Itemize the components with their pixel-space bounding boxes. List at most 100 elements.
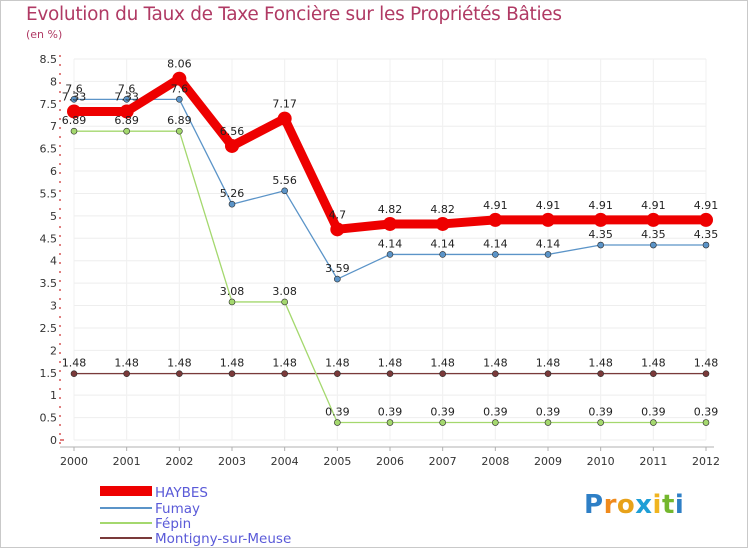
y-tick-label: 7 bbox=[50, 120, 57, 133]
data-label: 6.89 bbox=[114, 114, 139, 127]
data-label: 0.39 bbox=[430, 406, 455, 419]
data-point bbox=[544, 251, 552, 258]
data-label: 1.48 bbox=[114, 357, 139, 370]
chart-title: Evolution du Taux de Taxe Foncière sur l… bbox=[26, 4, 562, 25]
data-label: 4.91 bbox=[536, 199, 561, 212]
data-point bbox=[123, 370, 130, 377]
y-tick-label: 6 bbox=[50, 165, 57, 178]
data-point bbox=[281, 298, 288, 306]
data-point bbox=[123, 127, 130, 135]
data-label: 0.39 bbox=[694, 406, 719, 419]
logo-letter: r bbox=[603, 490, 617, 520]
data-point bbox=[492, 419, 499, 426]
data-label: 4.14 bbox=[430, 237, 455, 250]
data-label: 1.48 bbox=[220, 357, 245, 370]
logo-letter: o bbox=[616, 490, 636, 520]
x-tick-label: 2001 bbox=[113, 455, 141, 468]
data-point bbox=[439, 251, 446, 258]
data-point bbox=[650, 419, 657, 426]
x-tick-label: 2004 bbox=[271, 455, 299, 468]
data-label: 7.17 bbox=[272, 98, 297, 111]
data-point bbox=[488, 212, 503, 227]
data-label: 5.56 bbox=[272, 174, 297, 187]
data-point bbox=[383, 216, 397, 231]
data-point bbox=[386, 370, 394, 377]
data-label: 4.91 bbox=[483, 199, 508, 212]
data-label: 4.82 bbox=[430, 203, 455, 216]
data-label: 1.48 bbox=[483, 357, 508, 370]
data-label: 0.39 bbox=[325, 406, 350, 419]
data-point bbox=[646, 212, 661, 227]
data-point bbox=[386, 251, 394, 258]
y-tick-label: 0.5 bbox=[40, 412, 58, 425]
data-point bbox=[597, 419, 604, 426]
data-label: 4.91 bbox=[641, 199, 666, 212]
data-point bbox=[228, 298, 236, 306]
data-point bbox=[386, 419, 394, 426]
y-tick-label: 0 bbox=[50, 434, 57, 447]
data-label: 1.48 bbox=[430, 357, 455, 370]
data-point bbox=[70, 127, 78, 135]
data-point bbox=[597, 241, 604, 249]
data-point bbox=[435, 216, 450, 231]
logo-letter: t bbox=[661, 490, 675, 520]
data-label: 3.08 bbox=[272, 285, 297, 298]
data-point bbox=[172, 71, 187, 86]
data-label: 6.89 bbox=[62, 114, 87, 127]
data-label: 7.6 bbox=[65, 82, 83, 95]
y-tick-label: 4 bbox=[50, 255, 57, 268]
data-point bbox=[176, 96, 183, 103]
data-point bbox=[225, 138, 239, 153]
y-tick-label: 8 bbox=[50, 75, 57, 88]
data-point bbox=[492, 370, 499, 377]
data-label: 1.48 bbox=[62, 357, 87, 370]
data-label: 1.48 bbox=[694, 357, 719, 370]
data-label: 0.39 bbox=[641, 406, 666, 419]
data-label: 7.33 bbox=[62, 90, 87, 103]
data-point bbox=[281, 187, 288, 195]
x-tick-label: 2011 bbox=[639, 455, 667, 468]
x-tick-label: 2005 bbox=[323, 455, 351, 468]
data-point bbox=[67, 104, 81, 119]
data-label: 4.91 bbox=[588, 199, 613, 212]
series-lines bbox=[67, 71, 713, 426]
data-point bbox=[593, 212, 608, 227]
data-point bbox=[597, 370, 604, 377]
data-point bbox=[123, 96, 130, 103]
data-label: 0.39 bbox=[378, 406, 403, 419]
y-tick-label: 2 bbox=[50, 344, 57, 357]
data-point bbox=[281, 370, 288, 377]
x-tick-label: 2006 bbox=[376, 455, 404, 468]
data-point bbox=[228, 200, 236, 208]
data-label: 0.39 bbox=[483, 406, 508, 419]
data-label: 1.48 bbox=[325, 357, 350, 370]
logo-letter: x bbox=[635, 490, 653, 520]
data-point bbox=[650, 241, 657, 249]
data-point bbox=[277, 111, 292, 126]
x-tick-label: 2007 bbox=[429, 455, 457, 468]
data-label: 1.48 bbox=[167, 357, 192, 370]
data-point bbox=[544, 419, 552, 426]
legend-label: Fumay bbox=[155, 501, 200, 517]
data-label: 4.35 bbox=[694, 228, 719, 241]
data-point bbox=[70, 370, 78, 377]
data-label: 6.89 bbox=[167, 114, 192, 127]
data-label: 4.82 bbox=[378, 203, 403, 216]
data-point bbox=[650, 370, 657, 377]
data-point bbox=[702, 419, 710, 426]
data-label: 4.35 bbox=[641, 228, 666, 241]
data-label: 4.35 bbox=[588, 228, 613, 241]
y-tick-label: 7.5 bbox=[40, 98, 58, 111]
data-label: 8.06 bbox=[167, 58, 192, 71]
y-tick-label: 6.5 bbox=[40, 143, 58, 156]
data-point bbox=[228, 370, 236, 377]
data-label: 1.48 bbox=[588, 357, 613, 370]
data-label: 6.56 bbox=[220, 125, 245, 138]
data-label: 3.59 bbox=[325, 262, 350, 275]
data-label: 5.26 bbox=[220, 187, 245, 200]
data-label: 7.6 bbox=[171, 82, 189, 95]
x-tick-label: 2010 bbox=[587, 455, 615, 468]
data-point bbox=[541, 212, 555, 227]
